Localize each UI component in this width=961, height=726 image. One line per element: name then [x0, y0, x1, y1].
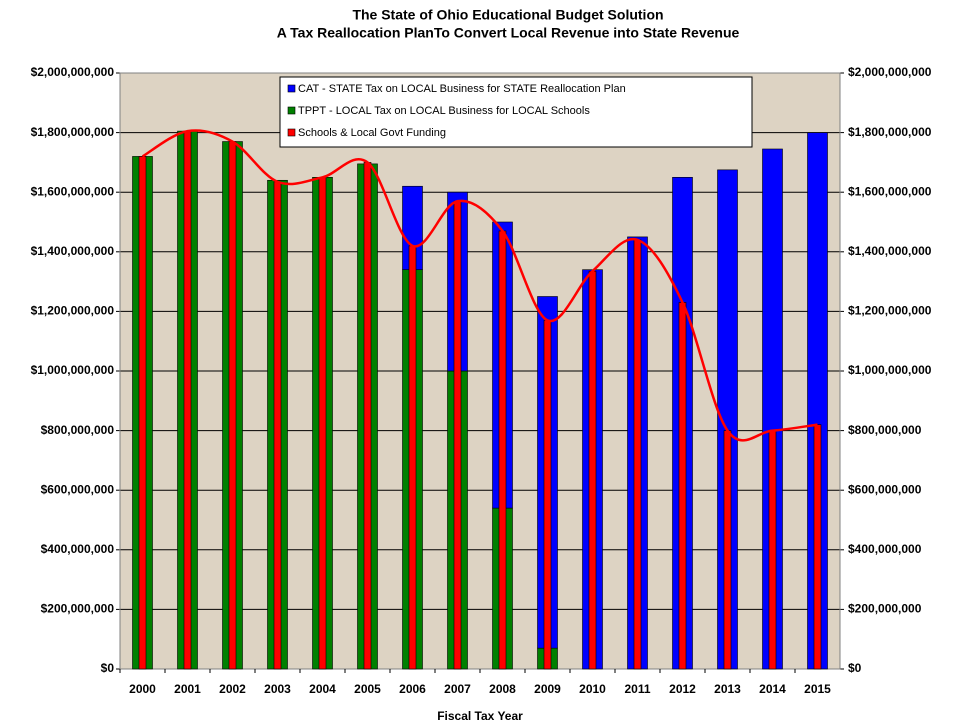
- legend-label: Schools & Local Govt Funding: [298, 127, 446, 139]
- bar: [273, 181, 282, 670]
- bar: [813, 424, 822, 670]
- bar: [183, 130, 192, 670]
- x-tick-label: 2015: [804, 682, 831, 696]
- y2-tick-label: $1,400,000,000: [848, 244, 932, 258]
- bar: [228, 141, 237, 670]
- line: [141, 129, 818, 442]
- x-tick-label: 2008: [489, 682, 516, 696]
- bar: [363, 162, 372, 670]
- y-tick-label: $1,800,000,000: [31, 125, 115, 139]
- x-tick-label: 2009: [534, 682, 561, 696]
- legend-label: CAT - STATE Tax on LOCAL Business for ST…: [298, 83, 626, 95]
- bar: [768, 430, 777, 670]
- labels: $0 $200,000,000 $400,000,000 $600,000,000 $8…: [31, 65, 932, 696]
- y-tick-label: $200,000,000: [41, 602, 115, 616]
- legend-swatch: [287, 84, 296, 93]
- y2-tick-label: $2,000,000,000: [848, 65, 932, 79]
- x-tick-label: 2002: [219, 682, 246, 696]
- y-tick-label: $1,200,000,000: [31, 304, 115, 318]
- x-tick-label: 2012: [669, 682, 696, 696]
- x-tick-label: 2001: [174, 682, 201, 696]
- y-tick-label: $400,000,000: [41, 542, 115, 556]
- y-tick-label: $0: [101, 661, 115, 675]
- bar: [453, 200, 462, 670]
- legend-box: [279, 76, 753, 148]
- x-tick-label: 2011: [624, 682, 650, 696]
- y-tick-label: $800,000,000: [41, 423, 115, 437]
- bar: [723, 430, 732, 670]
- bar: [498, 230, 507, 670]
- legend-swatch: [287, 128, 296, 137]
- y2-tick-label: $200,000,000: [848, 602, 922, 616]
- x-tick-label: 2014: [759, 682, 786, 696]
- x-axis-label: Fiscal Tax Year: [437, 709, 523, 723]
- bar: [318, 177, 327, 670]
- legend-swatch: [287, 106, 296, 115]
- x-tick-label: 2005: [354, 682, 381, 696]
- chart-subtitle: A Tax Reallocation PlanTo Convert Local …: [277, 25, 740, 41]
- bar: [138, 156, 147, 670]
- y2-tick-label: $1,000,000,000: [848, 363, 932, 377]
- y2-tick-label: $800,000,000: [848, 423, 922, 437]
- y-tick-label: $1,400,000,000: [31, 244, 115, 258]
- marks: [132, 129, 828, 670]
- x-tick-label: 2003: [264, 682, 291, 696]
- y-tick-label: $1,600,000,000: [31, 184, 115, 198]
- y2-tick-label: $600,000,000: [848, 482, 922, 496]
- y2-tick-label: $0: [848, 661, 862, 675]
- legend-label: TPPT - LOCAL Tax on LOCAL Business for L…: [298, 105, 590, 117]
- bar: [543, 320, 552, 670]
- chart-title: The State of Ohio Educational Budget Sol…: [352, 7, 663, 23]
- y-tick-label: $2,000,000,000: [31, 65, 115, 79]
- x-tick-label: 2004: [309, 682, 336, 696]
- x-tick-label: 2013: [714, 682, 741, 696]
- bar: [678, 302, 687, 670]
- bar: [633, 239, 642, 670]
- bar: [408, 245, 417, 670]
- x-tick-label: 2010: [579, 682, 606, 696]
- x-tick-label: 2000: [129, 682, 156, 696]
- y2-tick-label: $1,800,000,000: [848, 125, 932, 139]
- y-tick-label: $1,000,000,000: [31, 363, 115, 377]
- y2-tick-label: $400,000,000: [848, 542, 922, 556]
- y2-tick-label: $1,200,000,000: [848, 304, 932, 318]
- y-tick-label: $600,000,000: [41, 482, 115, 496]
- bar: [588, 270, 597, 670]
- x-tick-label: 2006: [399, 682, 426, 696]
- x-tick-label: 2007: [444, 682, 471, 696]
- y2-tick-label: $1,600,000,000: [848, 184, 932, 198]
